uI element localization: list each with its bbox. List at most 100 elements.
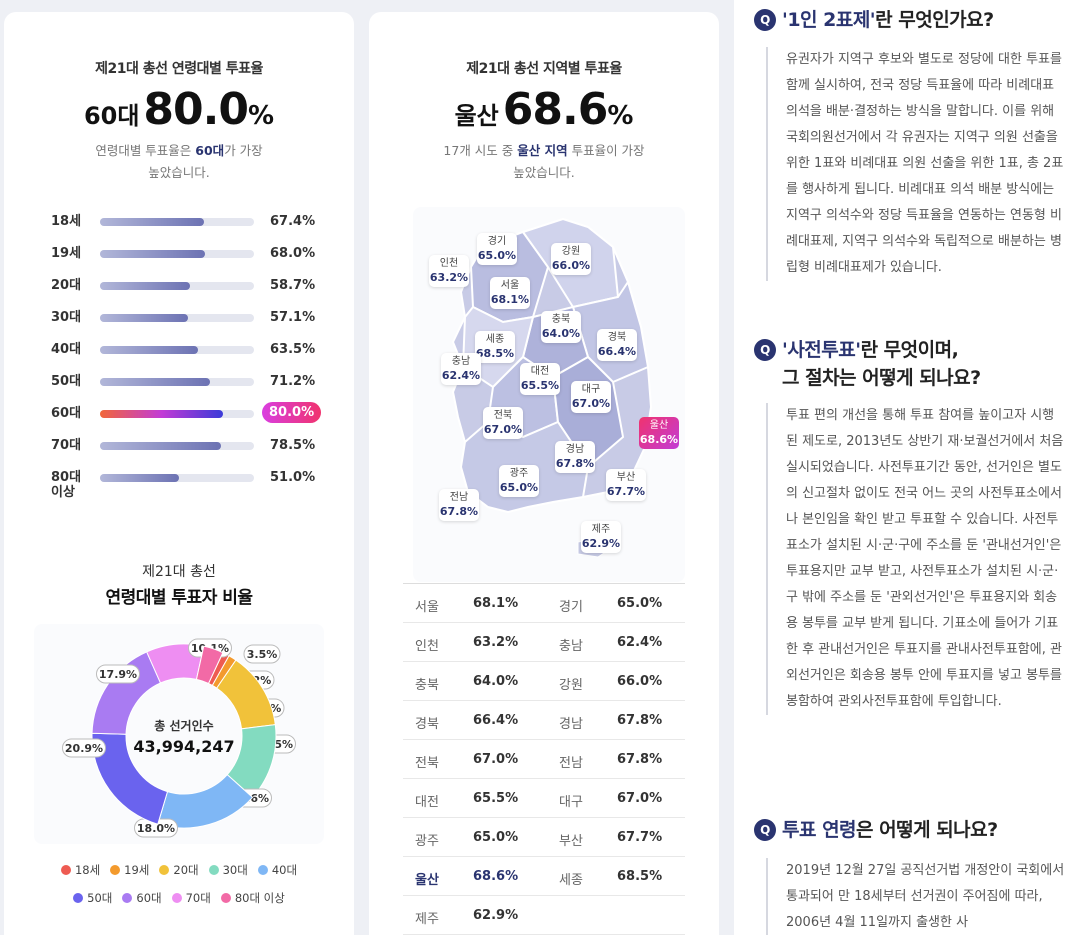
age-bar-value: 63.5% [270,342,316,357]
map-region-label: 광주 65.0% [499,465,539,497]
map-region-name: 대전 [530,366,550,377]
percent-sign: % [247,101,275,131]
age-bar-track [100,250,254,258]
svg-text:3.5%: 3.5% [247,648,278,661]
table-region-value: 68.5% [617,869,663,884]
table-region-value: 62.9% [473,908,519,923]
age-bar-fill [100,442,221,450]
age-bar-track [100,282,254,290]
subtitle-text: 투표율이 가장 [567,143,645,158]
legend-item: 30대 [208,862,248,878]
age-bar-track [100,314,254,322]
map-region-label: 충남 62.4% [441,353,481,385]
table-row: 울산 68.6% 세종 68.5% [403,857,685,896]
map-region-value: 66.4% [597,345,637,358]
faq-answer-1: 유권자가 지역구 후보와 별도로 정당에 대한 투표를 함께 실시하여, 전국 … [766,47,1066,281]
age-bar-label: 20대 [51,278,82,293]
map-region-name: 전북 [493,410,513,421]
subtitle-emphasis: 60대 [195,143,225,158]
legend-label: 60대 [136,891,162,905]
age-bar-track [100,378,254,386]
age-bar-label: 30대 [51,310,82,325]
age-bar-label: 19세 [51,246,82,261]
map-region-label: 충북 64.0% [541,311,581,343]
legend-item: 60대 [122,890,162,906]
table-region-value: 66.0% [617,674,663,689]
table-region-value: 66.4% [473,713,519,728]
map-region-label: 울산 68.6% [639,417,679,449]
question-emphasis: 투표 연령 [782,819,857,841]
map-region-name: 충남 [451,356,471,367]
map-region-value: 67.7% [606,485,646,498]
age-bar-row: 18세 67.4% [4,212,354,232]
table-region-value: 67.0% [617,791,663,806]
subtitle-text: 가 가장 [224,143,263,158]
region-card-title: 제21대 총선 지역별 투표율 [466,61,622,77]
table-row: 제주 62.9% [403,896,685,935]
map-region-value: 65.0% [477,249,517,262]
faq-question-3: Q 투표 연령은 어떻게 되나요? [754,816,998,844]
map-region-value: 63.2% [429,271,469,284]
table-region-name: 인천 [415,639,439,654]
age-bar-label: 18세 [51,214,82,229]
map-region-name: 경북 [607,332,627,343]
map-region-name: 대구 [581,384,601,395]
donut-slice [91,651,162,735]
age-bar-value: 58.7% [270,278,316,293]
map-region-name: 충북 [551,314,571,325]
map-region-value: 62.4% [441,369,481,382]
table-row: 충북 64.0% 강원 66.0% [403,662,685,701]
faq-question-1: Q '1인 2표제'란 무엇인가요? [754,6,994,34]
table-region-name: 경기 [559,600,583,615]
highlight-label: 60대 [83,102,140,130]
legend-label: 70대 [185,891,211,905]
age-bar-row: 40대 63.5% [4,340,354,360]
age-bar-row: 50대 71.2% [4,372,354,392]
table-row: 경북 66.4% 경남 67.8% [403,701,685,740]
age-bar-label: 80대 이상 [51,470,82,500]
map-region-label: 제주 62.9% [581,521,621,553]
age-bar-row: 19세 68.0% [4,244,354,264]
map-region-name: 강원 [561,246,581,257]
age-bar-track [100,346,254,354]
table-region-name: 강원 [559,678,583,693]
map-region-label: 전북 67.0% [483,407,523,439]
donut-center-value: 43,994,247 [133,737,234,756]
age-bar-fill [100,250,205,258]
table-region-value: 67.7% [617,830,663,845]
age-bar-value: 57.1% [270,310,316,325]
age-bar-label: 40대 [51,342,82,357]
table-region-name: 부산 [559,834,583,849]
table-row: 서울 68.1% 경기 65.0% [403,584,685,623]
donut-slice-label: 18.0% [134,818,178,838]
legend-label: 80대 이상 [234,891,285,905]
svg-text:17.9%: 17.9% [99,668,137,681]
age-bar-value: 68.0% [270,246,316,261]
legend-label: 30대 [222,863,248,877]
legend-label: 19세 [124,863,150,877]
map-region-name: 전남 [449,492,469,503]
age-bar-fill [100,378,210,386]
table-region-name: 세종 [559,873,583,888]
map-region-name: 광주 [509,468,529,479]
table-region-value: 65.0% [617,596,663,611]
legend-dot-icon [110,865,121,875]
map-region-label: 부산 67.7% [606,469,646,501]
faq-panel: Q '1인 2표제'란 무엇인가요? 유권자가 지역구 후보와 별도로 정당에 대… [734,0,1085,935]
table-region-name: 충북 [415,678,439,693]
svg-text:18.0%: 18.0% [137,822,175,835]
table-region-name: 충남 [559,639,583,654]
map-region-name: 울산 [649,420,669,431]
faq-answer-2: 투표 편의 개선을 통해 투표 참여를 높이고자 시행된 제도로, 2013년도… [766,403,1066,715]
age-bar-track [100,410,254,418]
map-region-label: 서울 68.1% [490,277,530,309]
donut-slice-label: 20.9% [62,738,106,758]
table-row: 광주 65.0% 부산 67.7% [403,818,685,857]
donut-slice-label: 17.9% [96,664,140,684]
subtitle-text: 높았습니다. [513,165,575,180]
age-bar-label: 70대 [51,438,82,453]
table-region-value: 67.0% [473,752,519,767]
svg-text:20.9%: 20.9% [65,742,103,755]
legend-item: 80대 이상 [220,890,285,906]
legend-item: 40대 [257,862,297,878]
